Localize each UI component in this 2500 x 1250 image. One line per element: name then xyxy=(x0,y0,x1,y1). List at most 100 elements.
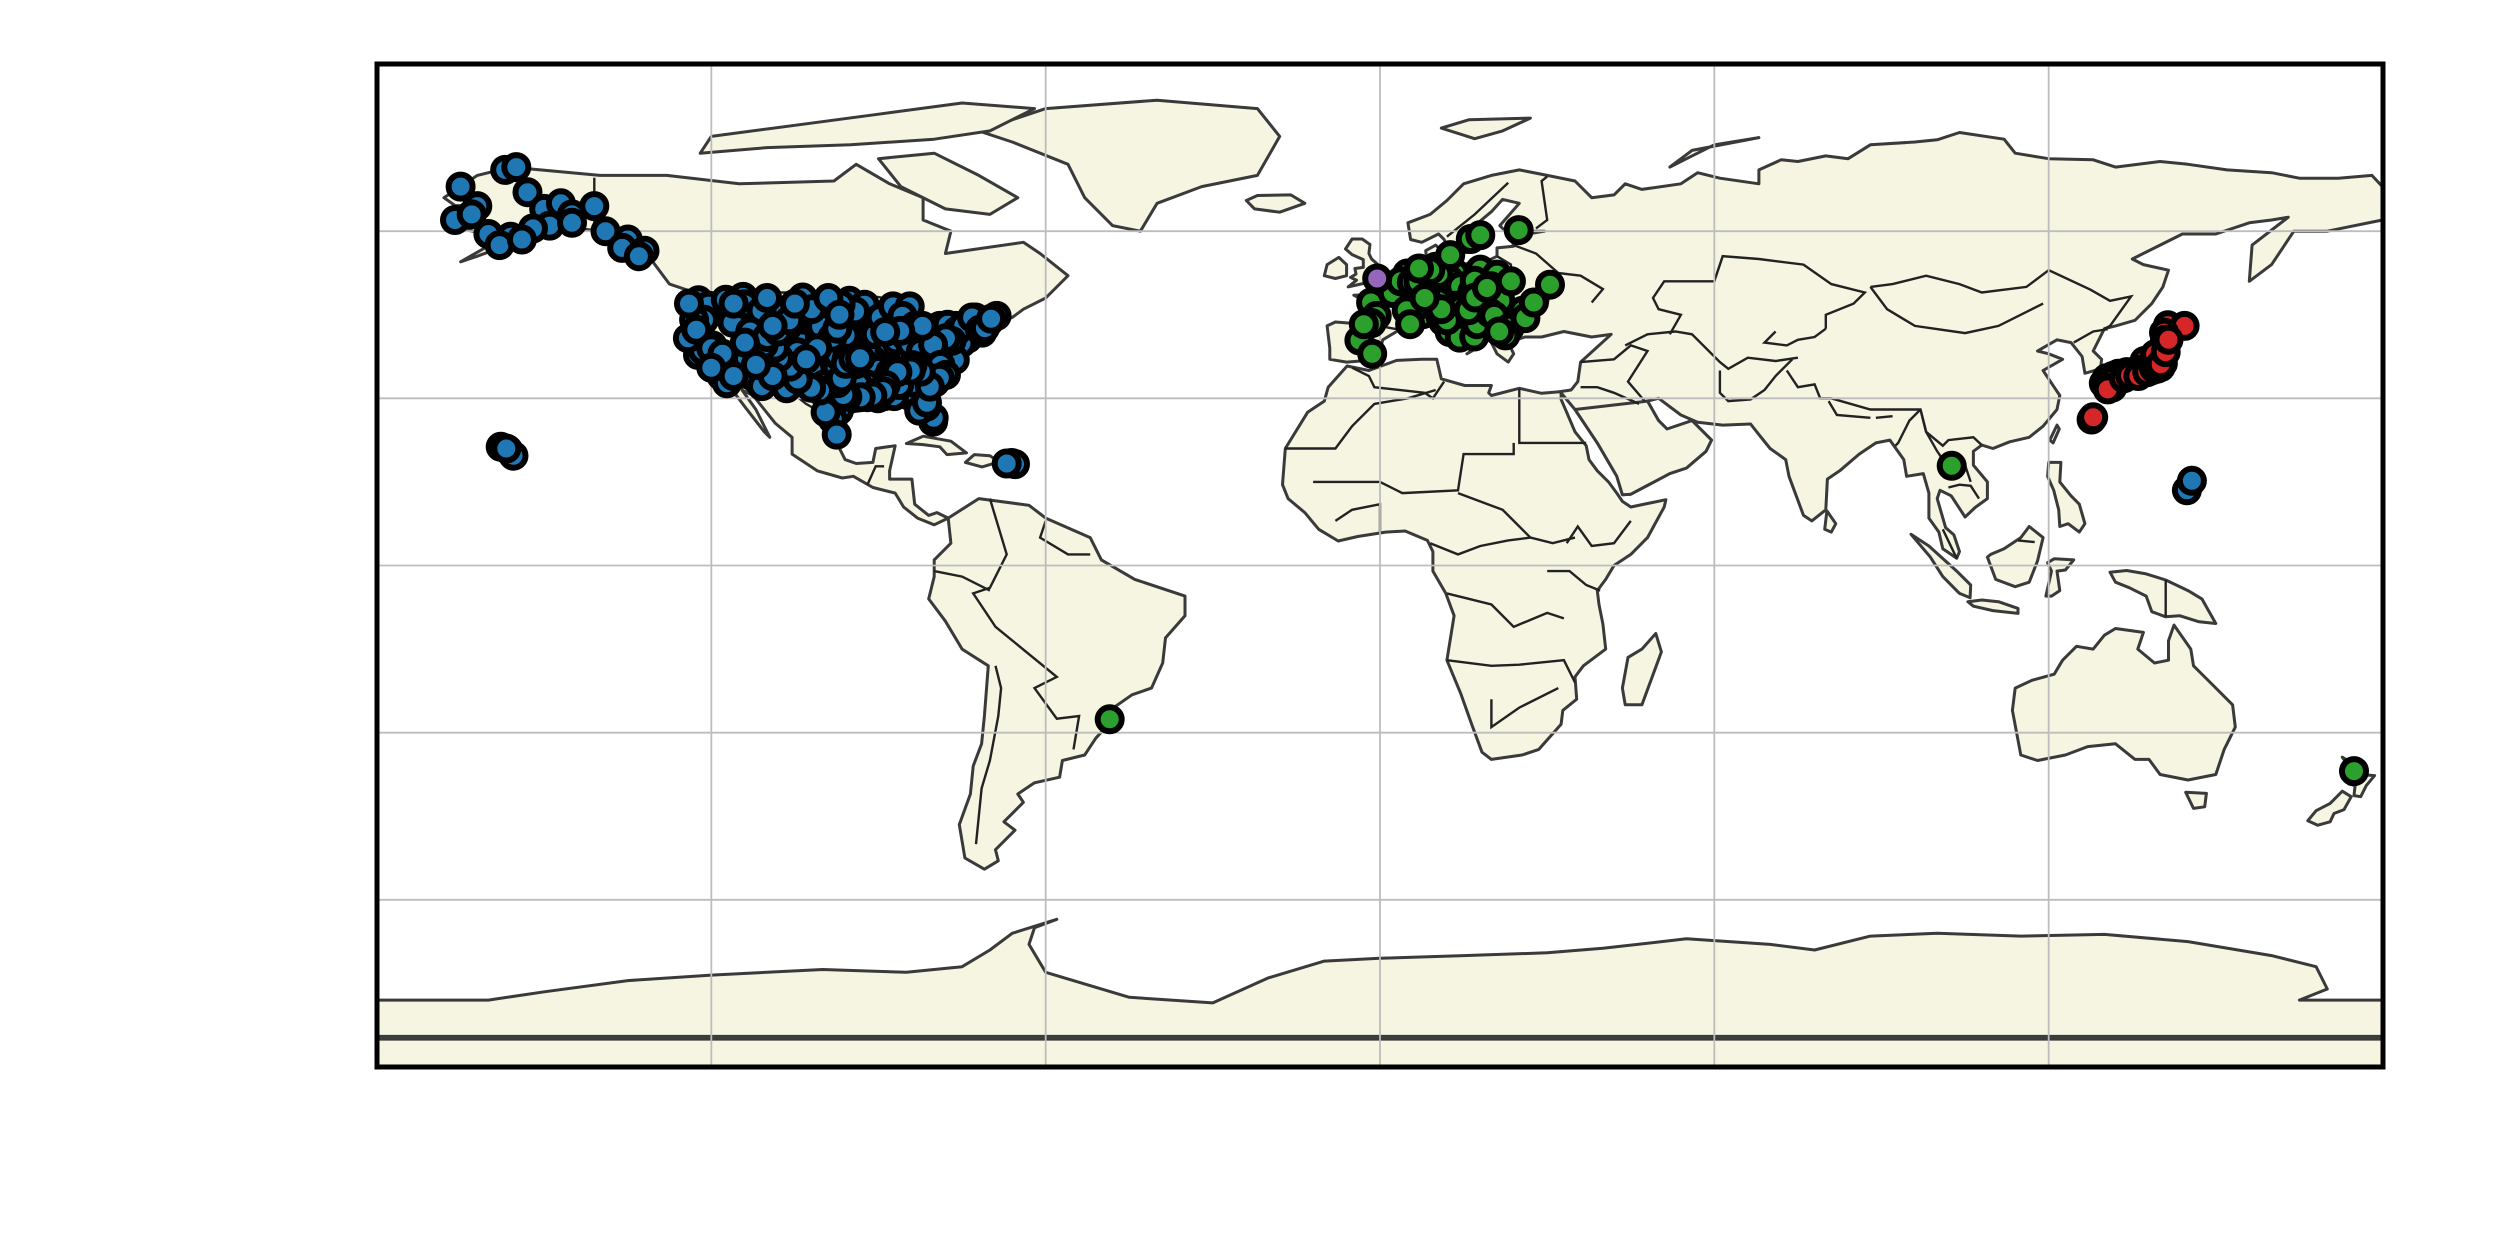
site-marker[interactable] xyxy=(845,343,876,374)
country-border xyxy=(1446,592,1565,629)
country-border xyxy=(1565,520,1632,548)
site-marker[interactable] xyxy=(1936,450,1967,481)
country-border xyxy=(1948,483,1981,500)
country-border xyxy=(1785,369,1983,448)
site-marker[interactable] xyxy=(1472,273,1502,303)
site-marker[interactable] xyxy=(623,241,654,272)
land-tasmania xyxy=(2184,790,2208,810)
site-marker[interactable] xyxy=(1348,309,1379,340)
land-svalbard xyxy=(1439,116,1532,141)
country-border xyxy=(1624,330,1799,371)
country-border xyxy=(1869,286,2044,335)
site-marker[interactable] xyxy=(681,314,712,345)
site-marker[interactable] xyxy=(991,448,1022,479)
site-marker[interactable] xyxy=(821,419,852,450)
land-madagascar xyxy=(1620,632,1663,707)
site-marker[interactable] xyxy=(1409,283,1440,313)
site-marker[interactable] xyxy=(791,344,822,375)
marker-group xyxy=(1094,215,2369,787)
country-border xyxy=(1446,181,1510,238)
country-border xyxy=(2073,328,2108,344)
site-marker[interactable] xyxy=(2153,324,2184,355)
map-plot-area xyxy=(374,61,2386,1070)
site-marker[interactable] xyxy=(1535,269,1565,300)
site-marker[interactable] xyxy=(557,207,587,238)
site-marker[interactable] xyxy=(491,433,522,464)
site-marker[interactable] xyxy=(512,177,543,208)
country-border xyxy=(2017,539,2035,544)
site-marker[interactable] xyxy=(456,199,487,230)
marker-group xyxy=(1362,263,1393,294)
site-marker[interactable] xyxy=(501,152,532,183)
site-marker[interactable] xyxy=(718,288,749,319)
marker-group xyxy=(440,152,2207,506)
site-marker[interactable] xyxy=(757,310,788,341)
site-marker[interactable] xyxy=(824,299,855,330)
country-border xyxy=(1894,408,1922,447)
land-taiwan xyxy=(2048,423,2061,445)
site-marker[interactable] xyxy=(779,288,810,319)
country-border xyxy=(1547,569,1601,592)
country-border xyxy=(1518,388,1587,445)
site-markers xyxy=(440,152,2369,787)
country-border xyxy=(1490,687,1559,730)
country-border xyxy=(971,498,1081,750)
land-cuba xyxy=(904,434,968,457)
site-marker[interactable] xyxy=(1404,253,1434,284)
site-marker[interactable] xyxy=(729,327,760,358)
land-novaya-zemlya xyxy=(1668,136,1761,169)
site-marker[interactable] xyxy=(1395,309,1426,340)
site-marker[interactable] xyxy=(1484,316,1515,347)
country-border xyxy=(1285,388,1437,450)
land-arabia-fill xyxy=(1573,399,1713,497)
site-marker[interactable] xyxy=(2078,402,2109,433)
site-marker[interactable] xyxy=(976,303,1007,334)
site-marker[interactable] xyxy=(1518,287,1549,318)
site-marker[interactable] xyxy=(1094,704,1125,735)
country-border xyxy=(1429,536,1531,556)
country-border xyxy=(1513,243,1560,274)
land-sri-lanka xyxy=(1823,509,1838,534)
country-border xyxy=(1351,366,1446,400)
site-marker[interactable] xyxy=(1435,240,1466,271)
land-nz-south xyxy=(2306,789,2353,827)
site-marker[interactable] xyxy=(740,349,771,380)
map-frame xyxy=(374,61,2386,1070)
site-marker[interactable] xyxy=(1495,266,1526,297)
country-border xyxy=(1875,415,1893,419)
land-arctic-islands xyxy=(698,101,1036,155)
country-border xyxy=(1535,175,1549,230)
land-philippines xyxy=(2046,460,2087,534)
country-border xyxy=(1827,400,1871,419)
site-marker[interactable] xyxy=(752,283,783,313)
country-border xyxy=(974,665,1003,845)
site-marker[interactable] xyxy=(1357,338,1388,369)
site-marker[interactable] xyxy=(674,288,704,319)
site-marker[interactable] xyxy=(870,317,901,347)
graticule xyxy=(377,64,2383,1067)
land-greenland xyxy=(977,98,1282,233)
land-java xyxy=(1966,598,2020,615)
country-border xyxy=(933,569,991,592)
site-marker[interactable] xyxy=(2339,756,2369,787)
country-border xyxy=(1038,520,1091,556)
site-marker[interactable] xyxy=(696,352,727,383)
site-marker[interactable] xyxy=(1362,263,1393,294)
land-australia xyxy=(2010,623,2237,782)
site-marker[interactable] xyxy=(2176,465,2207,496)
country-border xyxy=(1457,491,1576,545)
site-marker[interactable] xyxy=(445,171,476,202)
site-marker[interactable] xyxy=(1503,215,1534,246)
land-iceland xyxy=(1244,193,1307,214)
country-border xyxy=(1580,344,1650,402)
site-marker[interactable] xyxy=(579,191,610,222)
site-marker[interactable] xyxy=(506,224,537,255)
country-border xyxy=(866,465,885,486)
land-south-america xyxy=(927,497,1187,871)
country-border xyxy=(1761,327,1827,347)
site-marker[interactable] xyxy=(1465,220,1496,251)
land-ireland xyxy=(1322,255,1349,280)
country-border xyxy=(1718,358,1794,403)
land-new-guinea xyxy=(2108,569,2218,625)
